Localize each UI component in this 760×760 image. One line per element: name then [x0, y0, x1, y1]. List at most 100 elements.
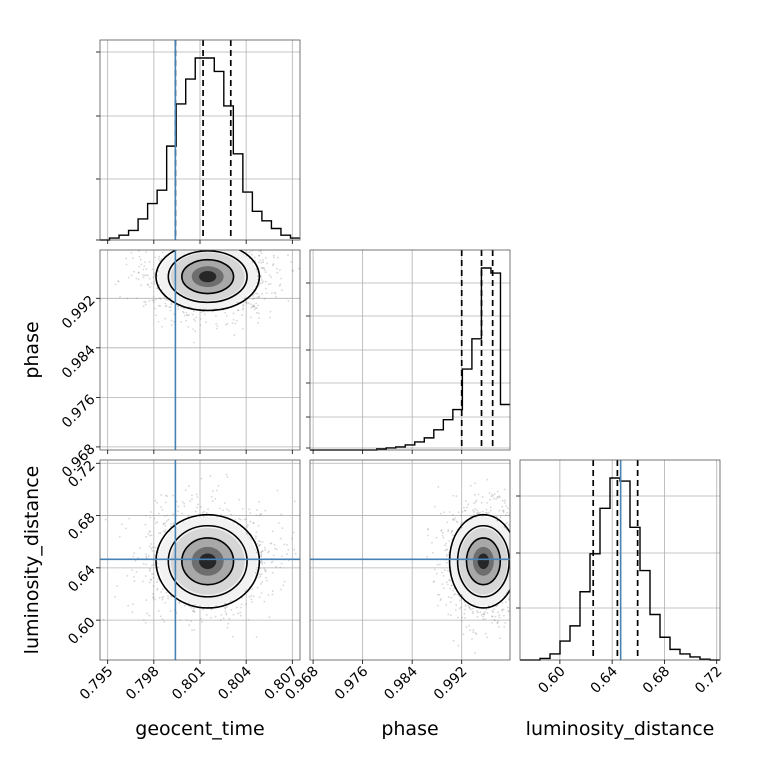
- scatter-point: [164, 305, 167, 308]
- scatter-point: [247, 618, 250, 621]
- scatter-point: [209, 475, 212, 477]
- histogram-bars: [100, 57, 300, 241]
- scatter-point: [200, 245, 202, 247]
- density-panel-geocent_time-phase: [99, 243, 301, 451]
- scatter-point: [254, 572, 257, 574]
- scatter-point: [232, 318, 235, 321]
- scatter-point: [279, 566, 282, 569]
- scatter-point: [241, 244, 243, 246]
- scatter-point: [241, 304, 244, 307]
- scatter-point: [144, 575, 147, 577]
- scatter-point: [205, 321, 207, 324]
- scatter-point: [256, 278, 259, 281]
- scatter-point: [447, 528, 450, 531]
- scatter-point: [102, 618, 105, 621]
- scatter-point: [224, 606, 226, 609]
- scatter-point: [502, 511, 505, 514]
- scatter-point: [230, 243, 232, 245]
- scatter-point: [506, 606, 509, 609]
- scatter-point: [437, 593, 439, 596]
- x-tick-label-phase: 0.976: [332, 663, 372, 703]
- scatter-point: [475, 499, 478, 502]
- scatter-point: [278, 268, 281, 271]
- scatter-point: [161, 618, 164, 621]
- scatter-point: [187, 514, 190, 517]
- scatter-point: [275, 566, 277, 568]
- scatter-point: [142, 305, 145, 308]
- scatter-point: [259, 259, 262, 262]
- scatter-point: [151, 268, 154, 271]
- scatter-point: [261, 282, 264, 285]
- scatter-point: [227, 622, 229, 625]
- scatter-point: [152, 597, 154, 599]
- scatter-point: [444, 544, 446, 547]
- scatter-point: [157, 578, 159, 581]
- scatter-point: [471, 509, 474, 512]
- scatter-point: [146, 612, 148, 615]
- scatter-point: [270, 276, 273, 279]
- scatter-point: [155, 314, 158, 317]
- scatter-point: [476, 512, 478, 515]
- scatter-point: [482, 618, 485, 621]
- scatter-point: [187, 326, 190, 328]
- x-tick-label-luminosity_distance: 0.68: [640, 664, 673, 697]
- scatter-point: [469, 629, 471, 632]
- scatter-point: [169, 246, 171, 248]
- scatter-point: [167, 595, 169, 597]
- scatter-point: [471, 638, 473, 640]
- scatter-point: [185, 319, 187, 322]
- scatter-point: [162, 522, 165, 525]
- scatter-point: [508, 598, 510, 601]
- scatter-point: [159, 615, 162, 618]
- scatter-point: [280, 562, 283, 565]
- scatter-point: [231, 635, 234, 638]
- scatter-point: [448, 578, 451, 581]
- scatter-point: [215, 605, 217, 607]
- scatter-point: [472, 631, 474, 633]
- scatter-point: [460, 514, 463, 517]
- scatter-point: [473, 502, 475, 505]
- scatter-point: [252, 243, 254, 245]
- scatter-point: [501, 499, 504, 502]
- scatter-point: [155, 287, 158, 290]
- scatter-point: [232, 613, 235, 616]
- scatter-point: [224, 609, 227, 612]
- scatter-point: [458, 595, 461, 598]
- scatter-point: [279, 537, 282, 540]
- scatter-point: [468, 607, 471, 610]
- scatter-point: [460, 523, 462, 525]
- scatter-point: [476, 611, 479, 614]
- scatter-point: [269, 316, 271, 319]
- scatter-point: [475, 509, 478, 511]
- scatter-point: [260, 555, 262, 558]
- scatter-point: [452, 518, 455, 520]
- scatter-point: [503, 488, 506, 491]
- density-level: [199, 553, 217, 570]
- scatter-point: [188, 313, 190, 316]
- scatter-point: [165, 298, 167, 301]
- scatter-point: [229, 245, 231, 247]
- scatter-point: [265, 570, 267, 573]
- scatter-point: [272, 554, 275, 557]
- scatter-point: [164, 522, 167, 524]
- scatter-point: [148, 530, 151, 533]
- contour-line: [167, 250, 248, 304]
- scatter-point: [453, 594, 456, 596]
- scatter-point: [154, 522, 157, 524]
- scatter-point: [166, 514, 168, 517]
- scatter-point: [270, 542, 273, 545]
- scatter-point: [502, 608, 505, 611]
- scatter-point: [156, 501, 159, 504]
- scatter-point: [177, 305, 180, 308]
- scatter-point: [228, 617, 231, 620]
- scatter-point: [456, 593, 459, 596]
- scatter-point: [216, 324, 219, 327]
- scatter-point: [463, 617, 466, 619]
- scatter-point: [255, 535, 257, 538]
- density-content: [100, 460, 300, 660]
- scatter-point: [253, 522, 255, 525]
- scatter-point: [260, 553, 263, 556]
- scatter-point: [432, 581, 435, 583]
- scatter-point: [497, 496, 499, 499]
